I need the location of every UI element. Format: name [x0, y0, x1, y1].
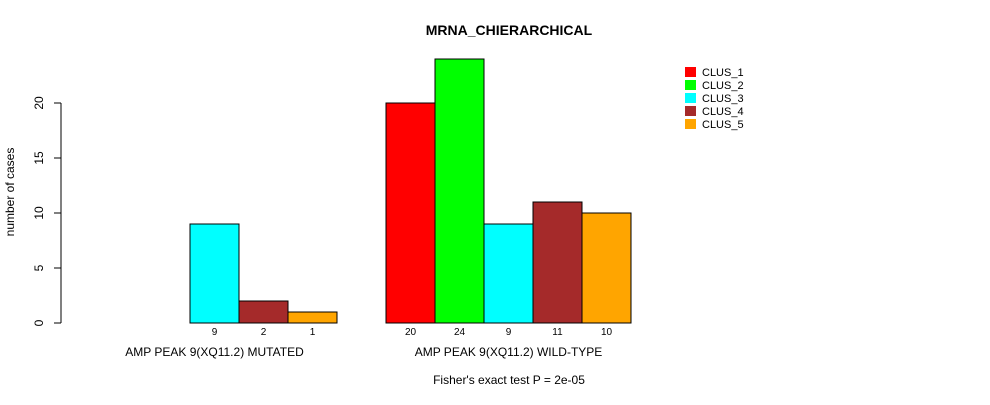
count-label-wild-type-clus-3: 9: [506, 327, 512, 338]
count-label-wild-type-clus-2: 24: [454, 327, 466, 338]
count-label-mutated-clus-3: 9: [212, 327, 218, 338]
count-label-wild-type-clus-4: 11: [552, 327, 563, 338]
y-tick-label-10: 10: [32, 206, 46, 220]
group-label-wild-type: AMP PEAK 9(XQ11.2) WILD-TYPE: [415, 345, 603, 359]
bar-wild-type-clus-5: [581, 212, 632, 324]
y-tick-label-20: 20: [32, 96, 46, 110]
bar-wild-type-clus-4: [532, 201, 583, 324]
y-tick-label-5: 5: [32, 264, 46, 271]
legend-label-clus-5: CLUS_5: [702, 119, 744, 131]
legend-label-clus-4: CLUS_4: [702, 106, 744, 118]
count-label-mutated-clus-5: 1: [310, 327, 316, 338]
legend-swatch-clus-4: [685, 106, 696, 116]
count-labels-group: 9 2 1 20 24 9 11 10: [212, 327, 613, 338]
count-label-wild-type-clus-5: 10: [601, 327, 613, 338]
legend-swatch-clus-3: [685, 93, 696, 103]
bar-wild-type-clus-2: [434, 58, 485, 324]
legend-swatch-clus-5: [685, 119, 696, 129]
bar-wild-type-clus-1: [385, 102, 436, 324]
legend-label-clus-1: CLUS_1: [702, 67, 744, 79]
bars-group: [189, 58, 632, 324]
y-axis-label: number of cases: [3, 148, 17, 237]
count-label-wild-type-clus-1: 20: [405, 327, 417, 338]
chart-title: MRNA_CHIERARCHICAL: [426, 22, 593, 38]
count-label-mutated-clus-4: 2: [261, 327, 267, 338]
y-tick-label-15: 15: [32, 151, 46, 165]
y-tick-label-0: 0: [32, 319, 46, 326]
legend-swatch-clus-1: [685, 67, 696, 77]
group-labels-group: AMP PEAK 9(XQ11.2) MUTATED AMP PEAK 9(XQ1…: [125, 345, 602, 359]
legend-label-clus-3: CLUS_3: [702, 93, 744, 105]
group-label-mutated: AMP PEAK 9(XQ11.2) MUTATED: [125, 345, 304, 359]
fisher-test-footnote: Fisher's exact test P = 2e-05: [433, 373, 585, 387]
legend-label-clus-2: CLUS_2: [702, 80, 744, 92]
bar-mutated-clus-5: [287, 311, 338, 324]
y-axis: 0 5 10 15 20: [32, 96, 62, 326]
legend-swatch-clus-2: [685, 80, 696, 90]
bar-wild-type-clus-3: [483, 223, 534, 324]
bar-mutated-clus-4: [238, 300, 289, 324]
bar-mutated-clus-3: [189, 223, 240, 324]
